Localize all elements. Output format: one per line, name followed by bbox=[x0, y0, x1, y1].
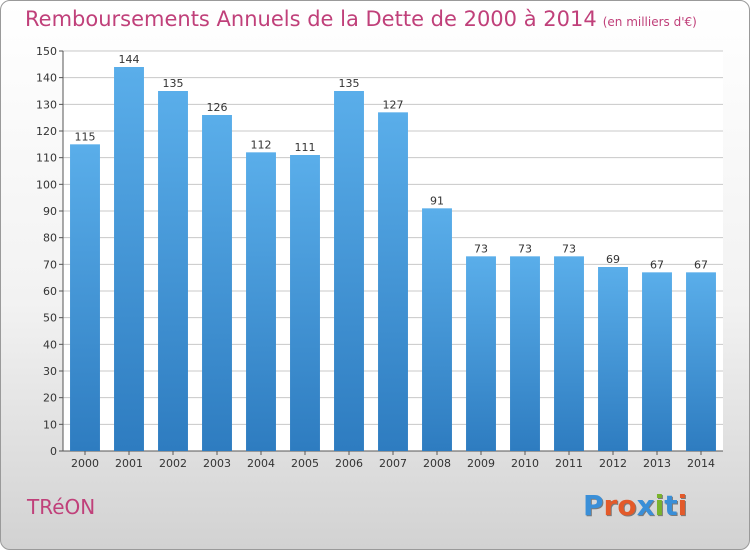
x-tick-label: 2010 bbox=[511, 457, 539, 470]
logo-letter: i bbox=[654, 489, 665, 522]
bar-value-label: 69 bbox=[606, 253, 620, 266]
bar bbox=[686, 272, 716, 451]
x-tick-label: 2007 bbox=[379, 457, 407, 470]
y-tick-label: 150 bbox=[36, 45, 57, 58]
bar-value-label: 73 bbox=[518, 242, 532, 255]
y-tick-label: 20 bbox=[43, 392, 57, 405]
bar-value-label: 135 bbox=[163, 77, 184, 90]
y-tick-label: 140 bbox=[36, 72, 57, 85]
bar-value-label: 115 bbox=[75, 130, 96, 143]
x-tick-label: 2001 bbox=[115, 457, 143, 470]
y-tick-label: 130 bbox=[36, 98, 57, 111]
x-tick-label: 2002 bbox=[159, 457, 187, 470]
bar-value-label: 127 bbox=[383, 98, 404, 111]
x-tick-label: 2003 bbox=[203, 457, 231, 470]
bar bbox=[246, 152, 276, 452]
bar bbox=[642, 272, 672, 451]
x-tick-label: 2011 bbox=[555, 457, 583, 470]
y-tick-label: 40 bbox=[43, 338, 57, 351]
bar bbox=[378, 112, 408, 451]
title-unit: (en milliers d'€) bbox=[602, 15, 697, 29]
bar bbox=[510, 256, 540, 451]
y-tick-label: 70 bbox=[43, 258, 57, 271]
x-tick-label: 2013 bbox=[643, 457, 671, 470]
x-tick-label: 2008 bbox=[423, 457, 451, 470]
title-text: Remboursements Annuels de la Dette de 20… bbox=[25, 7, 597, 31]
bar-value-label: 67 bbox=[694, 258, 708, 271]
bar bbox=[290, 155, 320, 451]
y-tick-label: 90 bbox=[43, 205, 57, 218]
x-tick-label: 2004 bbox=[247, 457, 275, 470]
bar bbox=[70, 144, 100, 452]
y-tick-label: 120 bbox=[36, 125, 57, 138]
y-tick-label: 80 bbox=[43, 232, 57, 245]
x-tick-label: 2009 bbox=[467, 457, 495, 470]
x-tick-label: 2000 bbox=[71, 457, 99, 470]
y-tick-label: 0 bbox=[50, 445, 57, 458]
proxiti-logo[interactable]: Proxiti bbox=[583, 489, 687, 522]
logo-letter: x bbox=[636, 489, 655, 522]
bar bbox=[114, 67, 144, 451]
x-tick-label: 2014 bbox=[687, 457, 715, 470]
bar bbox=[466, 256, 496, 451]
chart-title: Remboursements Annuels de la Dette de 20… bbox=[25, 7, 697, 31]
bar bbox=[202, 115, 232, 451]
commune-name: TRéON bbox=[27, 495, 96, 519]
bar-value-label: 126 bbox=[207, 101, 228, 114]
y-tick-label: 110 bbox=[36, 152, 57, 165]
bar-value-label: 73 bbox=[562, 242, 576, 255]
x-tick-label: 2005 bbox=[291, 457, 319, 470]
y-tick-label: 10 bbox=[43, 418, 57, 431]
y-tick-label: 60 bbox=[43, 285, 57, 298]
bar bbox=[334, 91, 364, 451]
y-tick-label: 30 bbox=[43, 365, 57, 378]
bar bbox=[422, 208, 452, 451]
logo-letter: o bbox=[617, 489, 637, 522]
bar-value-label: 135 bbox=[339, 77, 360, 90]
x-tick-label: 2012 bbox=[599, 457, 627, 470]
y-tick-label: 100 bbox=[36, 178, 57, 191]
bar bbox=[598, 267, 628, 451]
bar-value-label: 144 bbox=[119, 53, 140, 66]
logo-letter: t bbox=[664, 489, 678, 522]
logo-letter: P bbox=[583, 489, 604, 522]
bar-value-label: 73 bbox=[474, 242, 488, 255]
bar bbox=[158, 91, 188, 451]
y-tick-label: 50 bbox=[43, 312, 57, 325]
bar-value-label: 112 bbox=[251, 138, 272, 151]
logo-letter: r bbox=[603, 489, 618, 522]
bar-value-label: 111 bbox=[295, 141, 316, 154]
bar-value-label: 91 bbox=[430, 194, 444, 207]
bar-value-label: 67 bbox=[650, 258, 664, 271]
logo-letter: i bbox=[677, 489, 688, 522]
bar bbox=[554, 256, 584, 451]
x-tick-label: 2006 bbox=[335, 457, 363, 470]
